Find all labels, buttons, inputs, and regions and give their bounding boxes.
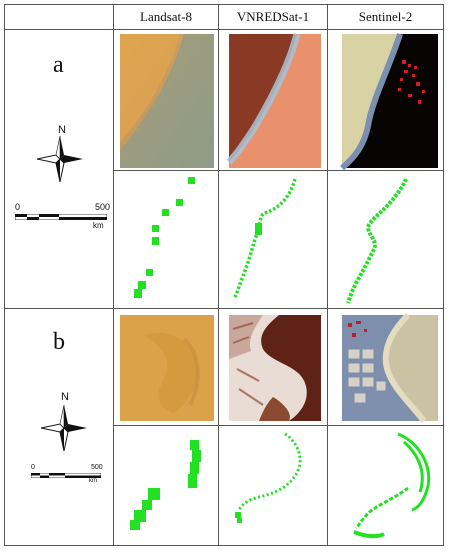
column-header-vnredsat1: VNREDSat-1 [218, 4, 328, 30]
column-header-sentinel2: Sentinel-2 [327, 4, 444, 30]
row-a-landsat8-shoreline [134, 177, 195, 298]
row-a-scale-unit: km [93, 221, 104, 230]
row-b-legend-cell: b N 0 500 km [4, 308, 114, 546]
row-b-landsat8-image-cell [113, 308, 219, 426]
row-a-sentinel2-image [340, 33, 438, 170]
row-b-label: b [53, 329, 65, 355]
row-a-vnredsat1-shoreline [233, 178, 297, 298]
row-a-sentinel2-shoreline-cell [327, 170, 444, 309]
row-a-sentinel2-shoreline [346, 178, 408, 304]
row-a-landsat8-image-cell [113, 29, 219, 171]
row-a-scale-start: 0 [15, 202, 21, 212]
row-a-landsat8-shoreline-cell [113, 170, 219, 309]
row-a-scale-bar [15, 214, 107, 220]
row-a-north-label: N [58, 124, 66, 136]
row-b-vnredsat1-shoreline-cell [218, 425, 328, 546]
row-b-vnredsat1-image-cell [218, 308, 328, 426]
row-a-vnredsat1-shoreline-cell [218, 170, 328, 309]
row-b-scale-end: 500 [91, 464, 103, 471]
row-b-scale-bar [31, 473, 101, 478]
row-b-scale-start: 0 [31, 464, 35, 471]
row-b-sentinel2-shoreline [353, 432, 431, 539]
row-a-vnredsat1-image-cell [218, 29, 328, 171]
row-b-north-arrow-icon [41, 405, 87, 451]
row-b-vnredsat1-image [229, 315, 321, 421]
row-a-north-arrow-icon [37, 136, 83, 182]
row-a-scale-end: 500 [95, 202, 111, 212]
row-b-sentinel2-image-cell [327, 308, 444, 426]
row-b-landsat8-shoreline-cell [113, 425, 219, 546]
corner-empty-cell [4, 4, 114, 30]
row-b-landsat8-image [120, 315, 214, 421]
row-b-landsat8-shoreline [130, 440, 201, 530]
row-b-vnredsat1-shoreline [235, 432, 302, 523]
column-header-landsat8: Landsat-8 [113, 4, 219, 30]
row-b-sentinel2-image [342, 312, 438, 423]
row-b-scale-unit: km [89, 478, 97, 484]
row-b-sentinel2-shoreline-cell [327, 425, 444, 546]
row-a-landsat8-image [120, 34, 214, 168]
row-a-label: a [53, 52, 64, 78]
row-b-north-label: N [61, 391, 69, 403]
row-a-vnredsat1-image [226, 33, 321, 168]
row-a-legend-cell: a N 0 500 km [4, 29, 114, 309]
row-a-sentinel2-image-cell [327, 29, 444, 171]
